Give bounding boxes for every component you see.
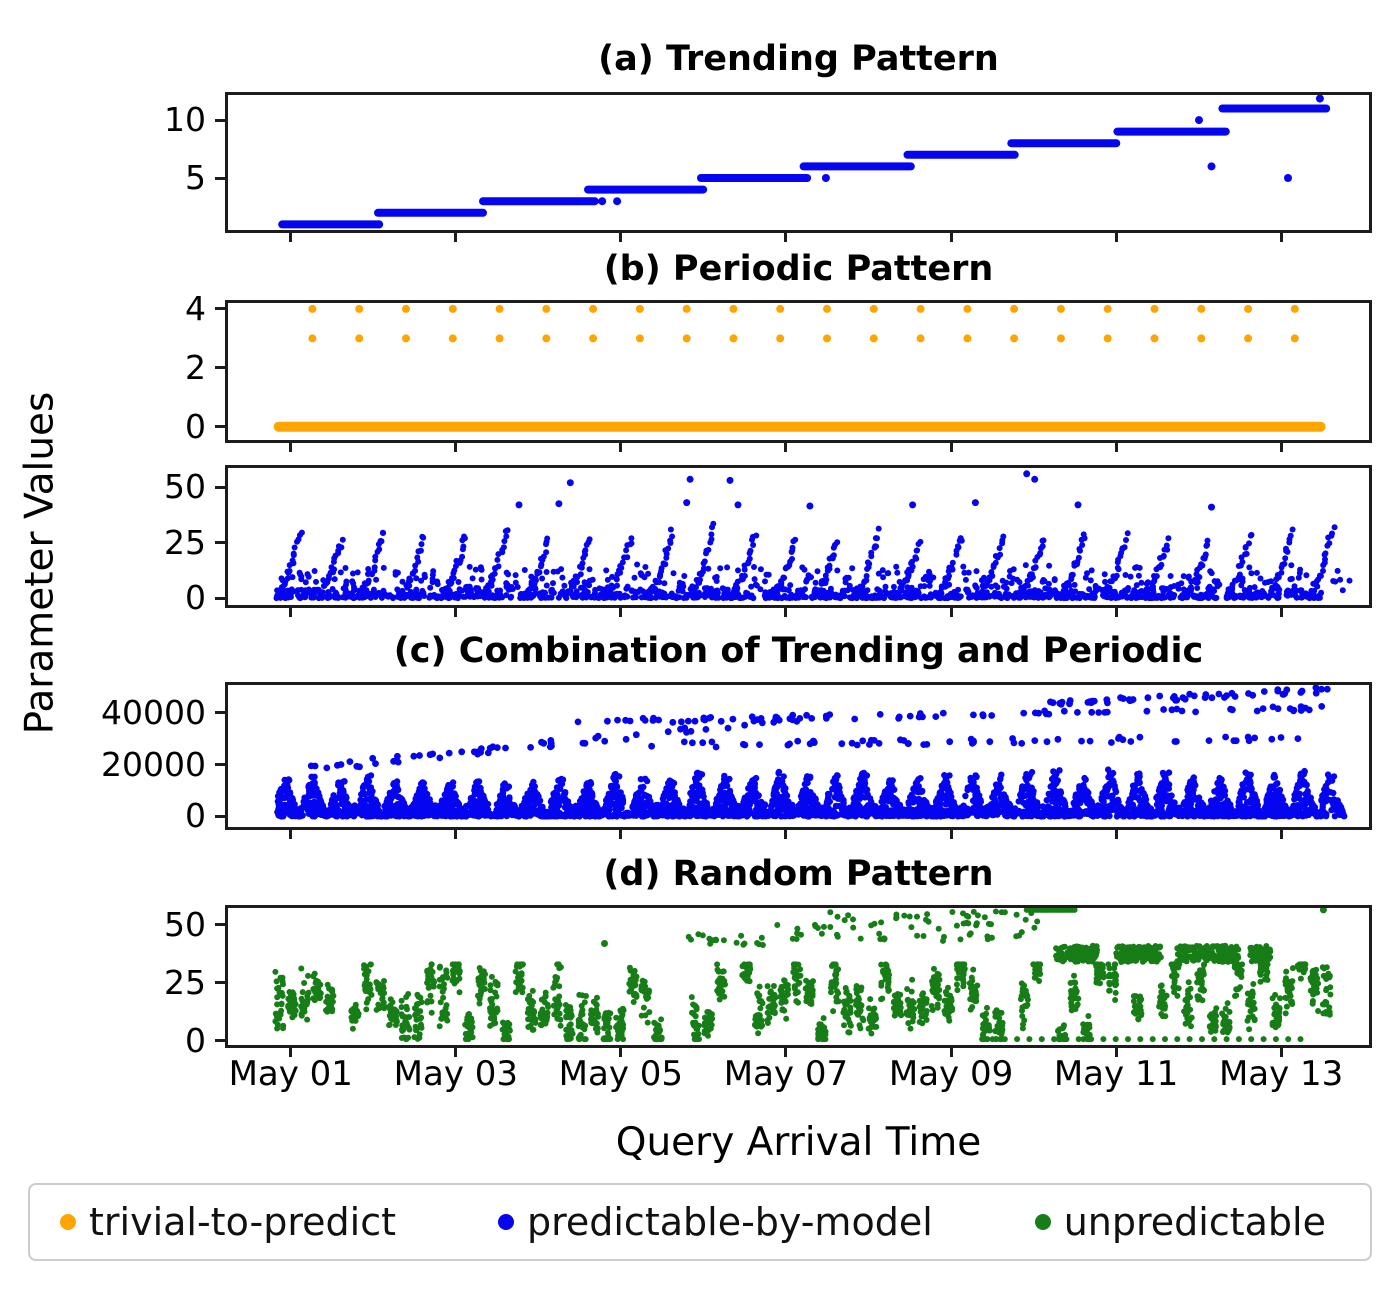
panel-a-title: (a) Trending Pattern <box>598 39 999 79</box>
y-tick-label: 5 <box>185 158 206 198</box>
x-tick-mark <box>619 233 623 242</box>
legend-item-unpredictable: unpredictable <box>1034 1200 1326 1244</box>
x-tick-mark <box>949 233 953 242</box>
x-tick-label: May 11 <box>1053 1054 1179 1094</box>
y-tick-label: 0 <box>185 578 206 618</box>
y-tick-mark <box>215 541 225 545</box>
x-tick-mark <box>454 443 458 452</box>
x-tick-mark <box>619 443 623 452</box>
y-tick-mark <box>215 981 225 985</box>
x-tick-mark <box>1114 830 1118 839</box>
panel-c-scatter <box>274 685 1348 820</box>
legend-marker-trivial-icon <box>60 1214 76 1230</box>
y-tick-label: 0 <box>185 406 206 446</box>
x-tick-mark <box>619 830 623 839</box>
x-tick-mark <box>1114 608 1118 617</box>
legend-marker-predictable-icon <box>497 1214 514 1230</box>
legend-item-predictable: predictable-by-model <box>497 1200 933 1244</box>
x-tick-mark <box>784 830 788 839</box>
panel-b1-scatter <box>273 304 1326 432</box>
y-tick-label: 4 <box>185 288 206 328</box>
y-tick-mark <box>215 711 225 715</box>
y-tick-label: 0 <box>185 796 206 836</box>
x-tick-mark <box>784 233 788 242</box>
x-tick-mark <box>949 830 953 839</box>
legend-label-trivial: trivial-to-predict <box>89 1200 397 1244</box>
legend-marker-unpredictable-icon <box>1034 1214 1051 1230</box>
y-tick-mark <box>215 366 225 370</box>
x-tick-mark <box>289 233 293 242</box>
x-tick-label: May 07 <box>723 1054 849 1094</box>
x-tick-mark <box>619 1048 623 1057</box>
y-tick-mark <box>215 1039 225 1043</box>
y-tick-label: 40000 <box>101 692 206 732</box>
legend-label-predictable: predictable-by-model <box>526 1200 933 1244</box>
x-tick-mark <box>1279 233 1283 242</box>
x-tick-mark <box>1114 1048 1118 1057</box>
y-tick-mark <box>215 814 225 818</box>
x-tick-mark <box>949 1048 953 1057</box>
x-tick-mark <box>1114 443 1118 452</box>
x-tick-mark <box>454 233 458 242</box>
panel-b2-plot <box>225 465 1372 608</box>
y-tick-mark <box>215 596 225 600</box>
y-tick-label: 0 <box>185 1020 206 1060</box>
x-tick-mark <box>1114 233 1118 242</box>
panel-a-scatter <box>278 95 1331 229</box>
x-tick-label: May 09 <box>888 1054 1014 1094</box>
x-tick-label: May 01 <box>228 1054 353 1094</box>
x-tick-mark <box>949 443 953 452</box>
x-tick-mark <box>1279 608 1283 617</box>
panel-a-plot <box>225 92 1372 233</box>
x-tick-label: May 05 <box>558 1054 684 1094</box>
x-tick-mark <box>784 608 788 617</box>
panel-d-title: (d) Random Pattern <box>603 854 994 894</box>
x-tick-mark <box>454 830 458 839</box>
y-tick-mark <box>215 763 225 767</box>
y-tick-mark <box>215 425 225 429</box>
x-tick-label: May 13 <box>1218 1054 1344 1094</box>
panel-b1-plot <box>225 300 1372 443</box>
y-tick-mark <box>215 176 225 180</box>
x-tick-mark <box>784 443 788 452</box>
x-tick-mark <box>949 608 953 617</box>
x-tick-mark <box>784 1048 788 1057</box>
panel-d-scatter <box>272 908 1334 1043</box>
x-tick-mark <box>1279 830 1283 839</box>
y-tick-mark <box>215 118 225 122</box>
x-tick-mark <box>1279 1048 1283 1057</box>
y-tick-label: 10 <box>164 100 206 140</box>
y-tick-label: 2 <box>185 347 206 387</box>
x-tick-label: May 03 <box>393 1054 519 1094</box>
y-tick-label: 50 <box>164 904 206 944</box>
y-tick-label: 25 <box>164 522 206 562</box>
panel-b-title: (b) Periodic Pattern <box>603 249 994 289</box>
x-tick-mark <box>1279 443 1283 452</box>
panel-c-plot <box>225 682 1372 830</box>
y-tick-mark <box>215 307 225 311</box>
x-axis-label: Query Arrival Time <box>615 1120 982 1165</box>
panel-c-title: (c) Combination of Trending and Periodic <box>393 631 1204 671</box>
y-tick-label: 50 <box>164 467 206 507</box>
x-tick-mark <box>454 608 458 617</box>
panel-b2-scatter <box>273 470 1353 602</box>
x-tick-mark <box>289 1048 293 1057</box>
legend-label-unpredictable: unpredictable <box>1063 1200 1326 1244</box>
x-tick-mark <box>454 1048 458 1057</box>
y-tick-mark <box>215 485 225 489</box>
x-tick-mark <box>289 443 293 452</box>
panel-d-plot <box>225 905 1372 1048</box>
y-tick-mark <box>215 923 225 927</box>
y-tick-label: 25 <box>164 962 206 1002</box>
x-tick-mark <box>289 608 293 617</box>
y-tick-label: 20000 <box>101 744 206 784</box>
x-tick-mark <box>619 608 623 617</box>
legend: trivial-to-predict predictable-by-model … <box>28 1183 1372 1261</box>
x-tick-mark <box>289 830 293 839</box>
legend-item-trivial: trivial-to-predict <box>60 1200 396 1244</box>
